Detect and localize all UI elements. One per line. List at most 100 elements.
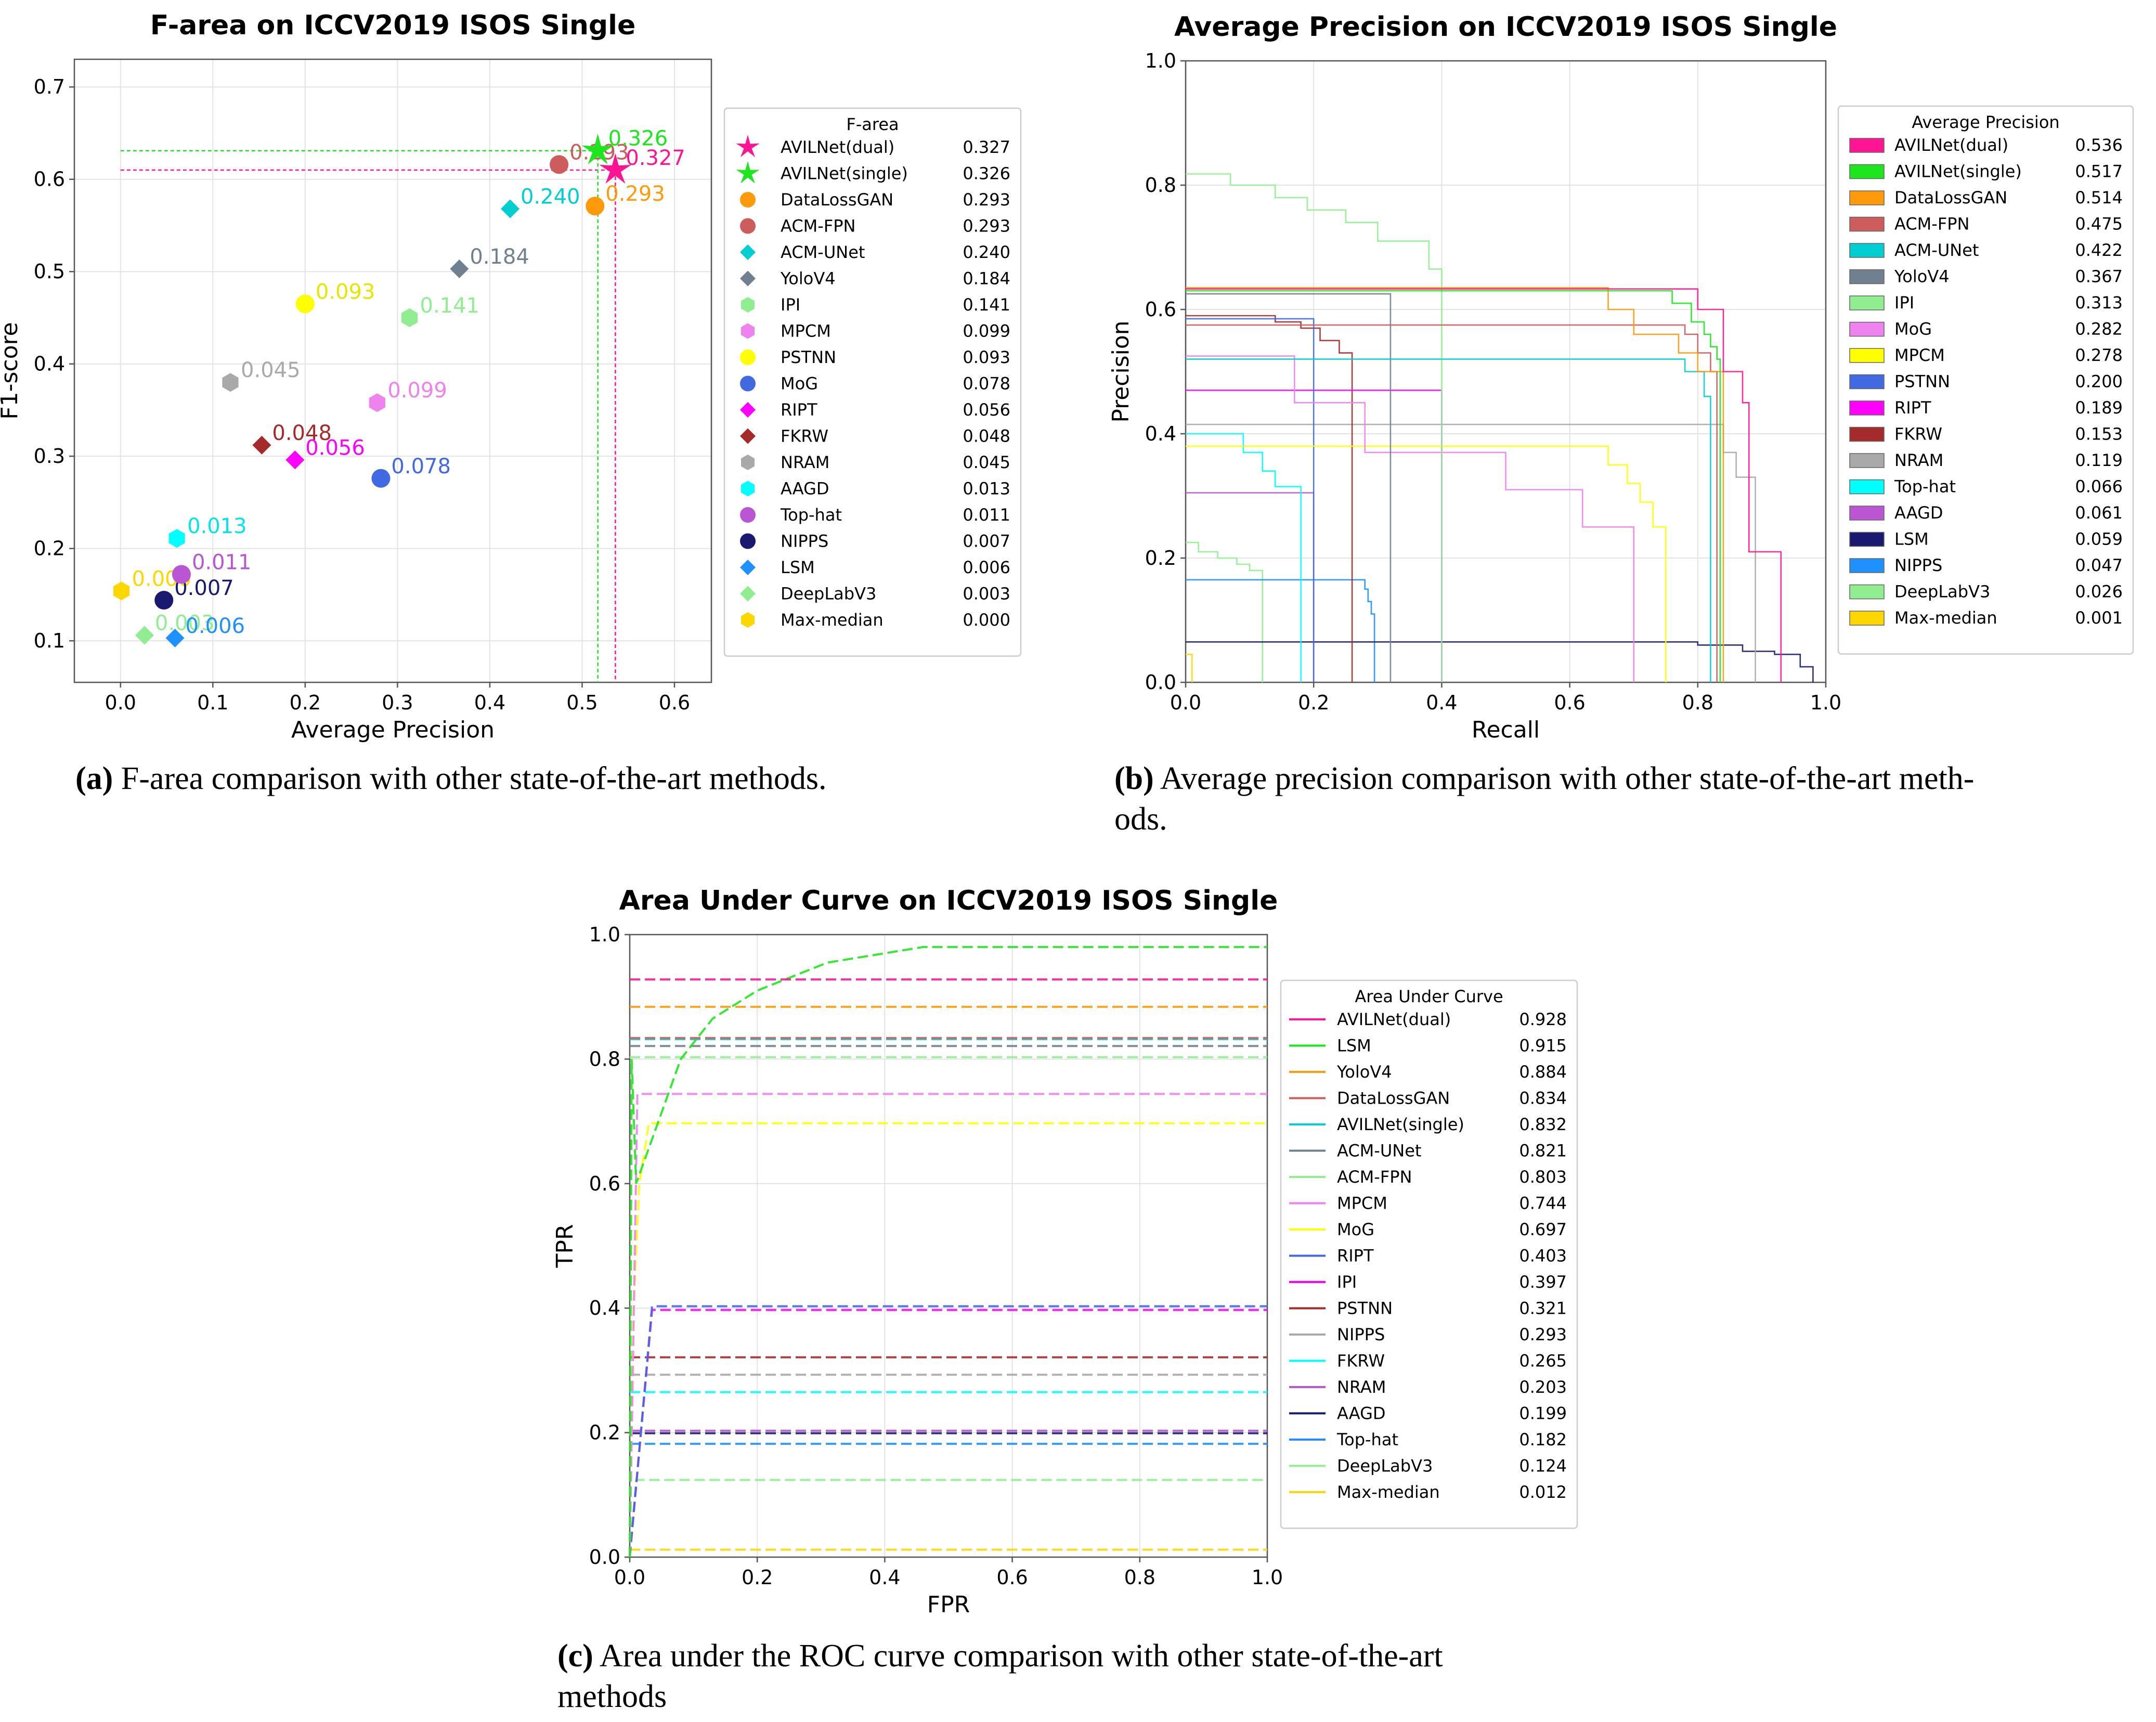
chart-c-legend-name-lsm: LSM bbox=[1337, 1036, 1371, 1056]
chart-a-legend-marker-mpcm bbox=[741, 323, 755, 339]
chart-c-legend-name-aagd: AAGD bbox=[1337, 1404, 1386, 1423]
chart-b-legend-value-aagd: 0.061 bbox=[2075, 503, 2123, 523]
chart-b-legend-value-acm-unet: 0.422 bbox=[2075, 240, 2123, 260]
chart-c-legend-value-avilnet-dual: 0.928 bbox=[1519, 1009, 1567, 1029]
chart-a-legend-name-fkrw: FKRW bbox=[781, 426, 828, 446]
chart-c-legend-name-avilnet-single: AVILNet(single) bbox=[1337, 1115, 1464, 1134]
caption-c-line2: methods bbox=[557, 1679, 667, 1714]
chart-c-ytick-label: 1.0 bbox=[589, 923, 620, 946]
chart-a-point-label-deeplabv3: 0.003 bbox=[155, 611, 215, 635]
chart-a-legend-marker-pstnn bbox=[740, 349, 756, 365]
chart-b-legend-value-max-median: 0.001 bbox=[2075, 608, 2123, 628]
chart-b-legend-patch-aagd bbox=[1849, 506, 1885, 521]
chart-b-legend-value-nipps: 0.047 bbox=[2075, 555, 2123, 575]
chart-b-curve-acm-unet bbox=[1186, 358, 1711, 682]
chart-c-legend-name-ript: RIPT bbox=[1337, 1246, 1374, 1266]
chart-a-point-label-avilnet-single: 0.326 bbox=[608, 127, 668, 151]
chart-b-legend-patch-mog bbox=[1849, 321, 1885, 337]
chart-a-point-acm-unet bbox=[500, 199, 519, 218]
chart-c-legend-value-nipps: 0.293 bbox=[1519, 1325, 1567, 1344]
chart-b-legend-value-datalossgan: 0.514 bbox=[2075, 188, 2123, 208]
chart-b-legend-name-avilnet-single: AVILNet(single) bbox=[1894, 162, 2022, 182]
chart-c-curve-mpcm bbox=[629, 1093, 1267, 1558]
chart-a-ytick-label: 0.3 bbox=[34, 445, 65, 468]
chart-b-xtick-label: 0.6 bbox=[1554, 691, 1585, 714]
chart-a-ytick-label: 0.7 bbox=[34, 75, 65, 98]
chart-b-ytick-label: 0.6 bbox=[1145, 298, 1176, 321]
chart-a-point-label-nram: 0.045 bbox=[241, 358, 301, 382]
chart-b-legend-value-deeplabv3: 0.026 bbox=[2075, 582, 2123, 602]
chart-c-ytick-label: 0.8 bbox=[589, 1047, 620, 1070]
chart-c-legend-value-ipi: 0.397 bbox=[1519, 1272, 1567, 1292]
chart-a-point-deeplabv3 bbox=[135, 626, 154, 645]
chart-b-legend-value-ript: 0.189 bbox=[2075, 398, 2123, 418]
chart-a-legend-value-aagd: 0.013 bbox=[963, 479, 1010, 499]
chart-b-legend-patch-deeplabv3 bbox=[1849, 584, 1885, 600]
chart-a-plot-frame bbox=[73, 58, 712, 683]
chart-b-legend-name-ipi: IPI bbox=[1894, 293, 1914, 313]
chart-f-area: 0.0 0.1 0.2 0.3 0.4 0.5 0.6 0.1 0.2 0.3 0.4 0.5 0.6 0… bbox=[0, 10, 1022, 743]
chart-b-legend-name-ript: RIPT bbox=[1894, 398, 1931, 418]
chart-a-legend-marker-mog bbox=[740, 376, 756, 392]
chart-a-point-label-mpcm: 0.099 bbox=[387, 379, 447, 403]
chart-a-legend-name-pstnn: PSTNN bbox=[781, 347, 836, 367]
chart-a-xlabel: Average Precision bbox=[291, 717, 495, 743]
chart-a-point-label-mog: 0.078 bbox=[391, 455, 451, 478]
chart-a-point-label-aagd: 0.013 bbox=[187, 514, 247, 538]
chart-a-legend-box bbox=[723, 107, 1022, 657]
chart-average-precision: 0.0 0.2 0.4 0.6 0.8 1.0 0.0 0.2 0.4 0.6 0.8 1.0 Aver… bbox=[1108, 11, 2134, 743]
chart-c-legend-value-max-median: 0.012 bbox=[1519, 1482, 1567, 1502]
chart-a-ylabel: F1-score bbox=[0, 322, 23, 419]
chart-b-legend-name-fkrw: FKRW bbox=[1894, 424, 1942, 444]
chart-c-legend-value-acm-unet: 0.821 bbox=[1519, 1141, 1567, 1161]
chart-c-ylabel: TPR bbox=[552, 1224, 578, 1268]
chart-b-curve-deeplabv3 bbox=[1186, 541, 1263, 682]
chart-a-legend-value-pstnn: 0.093 bbox=[963, 347, 1010, 367]
chart-a-point-aagd bbox=[168, 529, 185, 548]
chart-a-point-label-pstnn: 0.093 bbox=[316, 280, 375, 304]
chart-b-legend-name-acm-unet: ACM-UNet bbox=[1894, 240, 1979, 260]
chart-a-point-acm-fpn bbox=[550, 155, 569, 174]
chart-b-legend-patch-max-median bbox=[1849, 611, 1885, 626]
chart-a-point-fkrw bbox=[252, 435, 271, 455]
chart-b-legend-patch-datalossgan bbox=[1849, 190, 1885, 205]
chart-a-point-label-acm-unet: 0.240 bbox=[521, 185, 580, 209]
chart-b-legend-value-mpcm: 0.278 bbox=[2075, 345, 2123, 365]
chart-c-legend-value-deeplabv3: 0.124 bbox=[1519, 1456, 1567, 1476]
chart-a-legend-marker-acm-unet bbox=[740, 244, 756, 260]
chart-c-legend-value-aagd: 0.199 bbox=[1519, 1404, 1567, 1423]
chart-c-legend-value-lsm: 0.915 bbox=[1519, 1036, 1567, 1056]
chart-c-legend-name-yolov4: YoloV4 bbox=[1336, 1062, 1392, 1082]
chart-a-point-label-ript: 0.056 bbox=[305, 436, 365, 460]
chart-a-legend-title: F-area bbox=[846, 114, 899, 134]
chart-a-legend-marker-deeplabv3 bbox=[740, 586, 756, 602]
chart-c-legend-value-fkrw: 0.265 bbox=[1519, 1351, 1567, 1371]
chart-b-curve-datalossgan bbox=[1186, 287, 1724, 682]
chart-b-curve-ipi bbox=[1186, 173, 1443, 682]
chart-c-legend-value-avilnet-single: 0.832 bbox=[1519, 1115, 1567, 1134]
chart-b-legend-patch-avilnet-dual bbox=[1849, 138, 1885, 153]
chart-area-under-curve: 0.0 0.2 0.4 0.6 0.8 1.0 0.0 0.2 0.4 0.6 0.8 1.0 Area… bbox=[552, 885, 1578, 1618]
chart-a-xtick-label: 0.2 bbox=[290, 691, 321, 714]
chart-a-legend-value-mog: 0.078 bbox=[963, 374, 1010, 394]
chart-b-legend-patch-top-hat bbox=[1849, 479, 1885, 495]
chart-a-legend-name-max-median: Max-median bbox=[781, 610, 884, 630]
chart-b-legend-name-mpcm: MPCM bbox=[1894, 345, 1945, 365]
chart-b-curve-avilnet-single bbox=[1186, 290, 1721, 682]
chart-b-legend-name-nipps: NIPPS bbox=[1894, 555, 1942, 575]
chart-a-point-label-ipi: 0.141 bbox=[420, 294, 479, 318]
chart-c-legend-name-nipps: NIPPS bbox=[1337, 1325, 1385, 1344]
chart-b-xtick-label: 0.2 bbox=[1298, 691, 1329, 714]
chart-a-point-max-median bbox=[113, 581, 130, 601]
chart-b-xtick-label: 0.4 bbox=[1426, 691, 1457, 714]
chart-b-curve-yolov4 bbox=[1186, 293, 1392, 682]
chart-c-xtick-label: 0.4 bbox=[869, 1566, 900, 1589]
chart-c-ytick-label: 0.2 bbox=[589, 1421, 620, 1444]
chart-b-legend-name-yolov4: YoloV4 bbox=[1894, 267, 1950, 287]
chart-b-curve-nram bbox=[1186, 423, 1756, 682]
chart-b-legend-value-avilnet-single: 0.517 bbox=[2075, 162, 2123, 182]
chart-c-legend-value-mpcm: 0.744 bbox=[1519, 1194, 1567, 1213]
chart-b-legend-patch-nipps bbox=[1849, 558, 1885, 573]
chart-b-legend-title: Average Precision bbox=[1912, 112, 2059, 132]
chart-b-curve-avilnet-dual bbox=[1186, 288, 1782, 682]
